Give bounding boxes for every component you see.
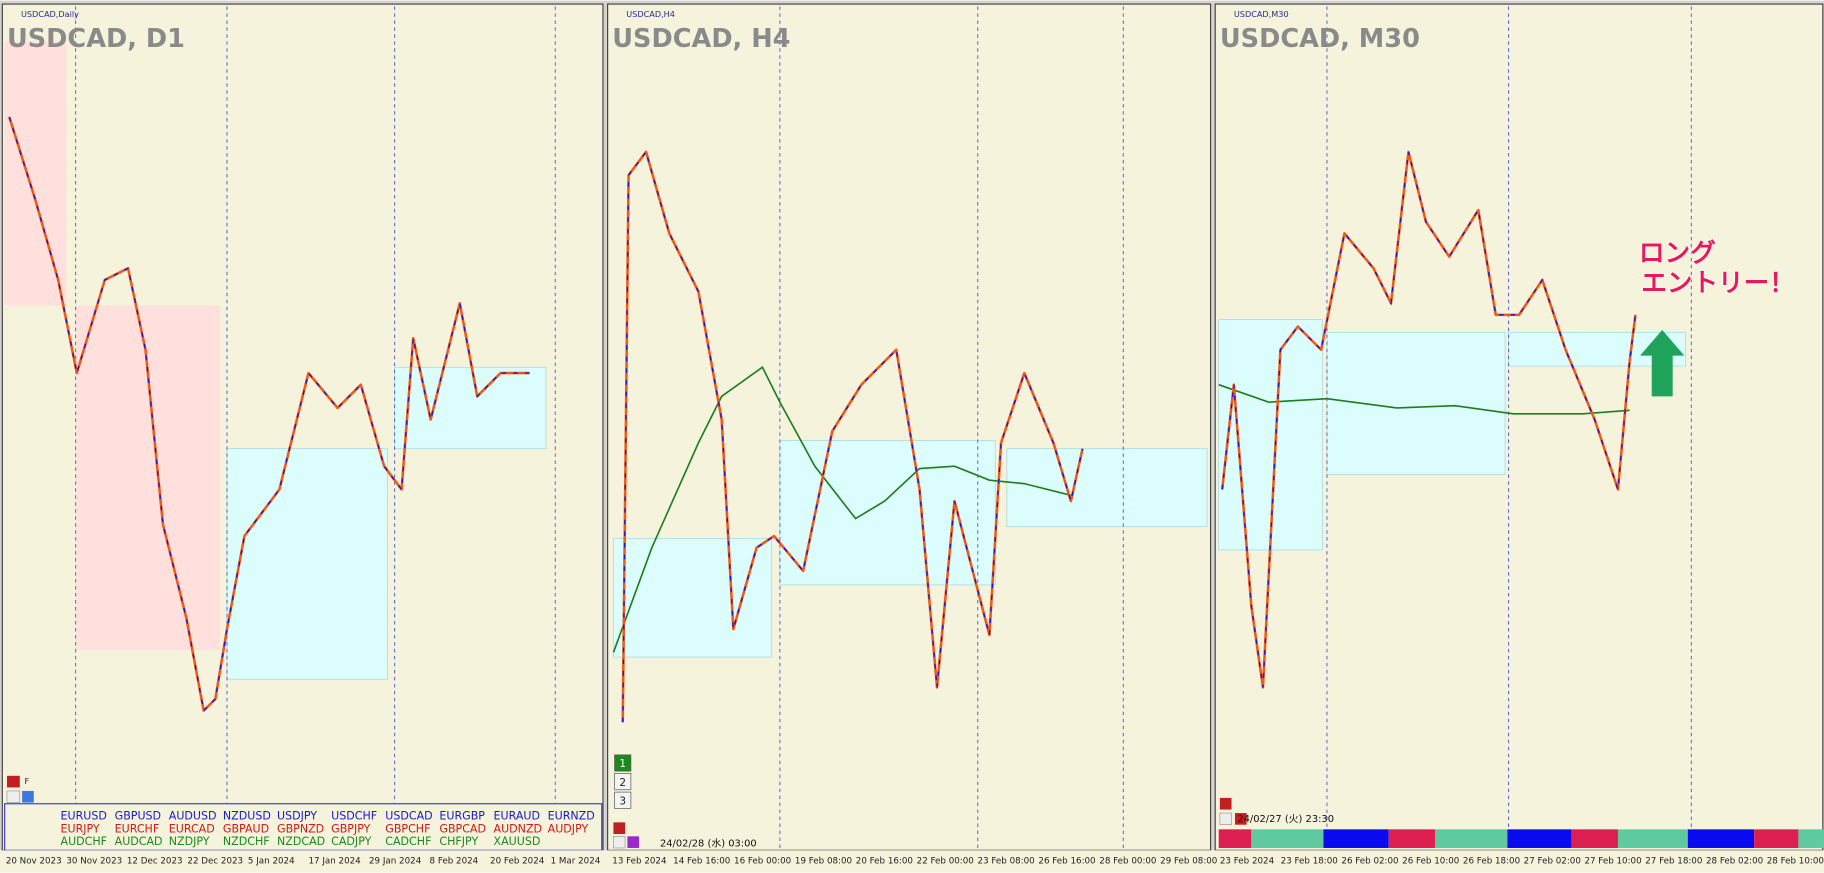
- x-axis-label: 16 Feb 00:00: [734, 856, 791, 866]
- panel-d1: [1, 3, 604, 851]
- timestamp: 24/02/28 (水) 03:00: [660, 837, 757, 849]
- x-axis-label: 8 Feb 2024: [430, 856, 479, 866]
- panel-m30: [1214, 3, 1824, 851]
- x-axis-label: 22 Feb 00:00: [917, 856, 974, 866]
- chart-title: USDCAD, D1: [7, 24, 185, 54]
- x-axis-label: 20 Nov 2023: [6, 856, 62, 866]
- annotation: ロング: [1639, 238, 1716, 268]
- chart-title: USDCAD, H4: [612, 24, 790, 54]
- symbol-link[interactable]: AUDCAD: [115, 835, 163, 848]
- symbol-link[interactable]: CADCHF: [385, 835, 431, 848]
- x-axis-label: 29 Feb 08:00: [1160, 856, 1217, 866]
- symbol-link[interactable]: USDCHF: [331, 810, 377, 823]
- tab-label: USDCAD,H4: [626, 9, 675, 19]
- symbol-link[interactable]: NZDCHF: [223, 835, 270, 848]
- symbol-link[interactable]: EURGBP: [439, 810, 485, 823]
- symbol-link[interactable]: GBPCAD: [439, 822, 486, 835]
- x-axis-label: 14 Feb 16:00: [673, 856, 730, 866]
- x-axis-label: 29 Jan 2024: [369, 856, 422, 866]
- x-axis-label: 27 Feb 10:00: [1584, 856, 1641, 866]
- symbol-link[interactable]: GBPUSD: [115, 810, 161, 823]
- x-axis-label: 27 Feb 02:00: [1524, 856, 1581, 866]
- x-axis-label: 28 Feb 10:00: [1767, 856, 1824, 866]
- symbol-link[interactable]: GBPAUD: [223, 822, 269, 835]
- symbol-link[interactable]: AUDUSD: [169, 810, 217, 823]
- symbol-link[interactable]: CHFJPY: [439, 835, 478, 848]
- x-axis-label: 26 Feb 10:00: [1402, 856, 1459, 866]
- symbol-link[interactable]: NZDCAD: [277, 835, 325, 848]
- x-axis-label: 26 Feb 18:00: [1463, 856, 1520, 866]
- tf-button-label: 2: [619, 777, 626, 789]
- tab-label: USDCAD,M30: [1234, 9, 1289, 19]
- x-axis-label: 23 Feb 08:00: [978, 856, 1035, 866]
- symbol-link[interactable]: EURCHF: [115, 822, 160, 835]
- x-axis-label: 23 Feb 2024: [1220, 856, 1275, 866]
- symbol-link[interactable]: XAUUSD: [494, 835, 541, 848]
- button-label: F: [24, 776, 29, 786]
- x-axis-label: 5 Jan 2024: [248, 856, 295, 866]
- symbol-link[interactable]: GBPJPY: [331, 822, 370, 835]
- symbol-link[interactable]: EURNZD: [548, 810, 595, 823]
- symbol-link[interactable]: EURUSD: [61, 810, 107, 823]
- symbol-link[interactable]: CADJPY: [331, 835, 371, 848]
- symbol-link[interactable]: EURCAD: [169, 822, 215, 835]
- symbol-link[interactable]: GBPNZD: [277, 822, 324, 835]
- x-axis-label: 26 Feb 16:00: [1038, 856, 1095, 866]
- x-axis-label: 19 Feb 08:00: [795, 856, 852, 866]
- chart-title: USDCAD, M30: [1220, 24, 1420, 54]
- symbol-link[interactable]: EURAUD: [494, 810, 540, 823]
- tf-button[interactable]: [614, 791, 632, 809]
- x-axis-label: 13 Feb 2024: [612, 856, 667, 866]
- annotation: エントリー！: [1641, 269, 1795, 299]
- symbol-link[interactable]: AUDNZD: [494, 822, 543, 835]
- timestamp: 24/02/27 (火) 23:30: [1237, 814, 1334, 825]
- symbol-link[interactable]: NZDJPY: [169, 835, 210, 848]
- x-axis-strip: [0, 850, 1824, 873]
- tf-button[interactable]: [614, 773, 632, 791]
- x-axis-label: 22 Dec 2023: [187, 856, 243, 866]
- x-axis-label: 12 Dec 2023: [127, 856, 183, 866]
- panel-h4: [607, 3, 1212, 851]
- x-axis-label: 20 Feb 16:00: [856, 856, 913, 866]
- tf-button-label: 1: [619, 758, 626, 770]
- symbol-link[interactable]: AUDCHF: [61, 835, 108, 848]
- x-axis-label: 27 Feb 18:00: [1645, 856, 1702, 866]
- tf-button[interactable]: [614, 754, 632, 772]
- x-axis-label: 28 Feb 02:00: [1706, 856, 1763, 866]
- x-axis-label: 20 Feb 2024: [490, 856, 545, 866]
- symbol-link[interactable]: AUDJPY: [548, 822, 589, 835]
- x-axis-label: 30 Nov 2023: [66, 856, 122, 866]
- tab-label: USDCAD,Daily: [21, 9, 79, 19]
- x-axis-label: 17 Jan 2024: [308, 856, 361, 866]
- symbol-link[interactable]: GBPCHF: [385, 822, 430, 835]
- symbol-link[interactable]: NZDUSD: [223, 810, 271, 823]
- symbol-link[interactable]: EURJPY: [61, 822, 100, 835]
- x-axis-label: 23 Feb 18:00: [1281, 856, 1338, 866]
- x-axis-label: 28 Feb 00:00: [1099, 856, 1156, 866]
- symbol-link[interactable]: USDJPY: [277, 810, 317, 823]
- symbol-link[interactable]: USDCAD: [385, 810, 432, 823]
- tf-button-label: 3: [619, 795, 626, 807]
- x-axis-label: 26 Feb 02:00: [1341, 856, 1398, 866]
- x-axis-label: 1 Mar 2024: [551, 856, 601, 866]
